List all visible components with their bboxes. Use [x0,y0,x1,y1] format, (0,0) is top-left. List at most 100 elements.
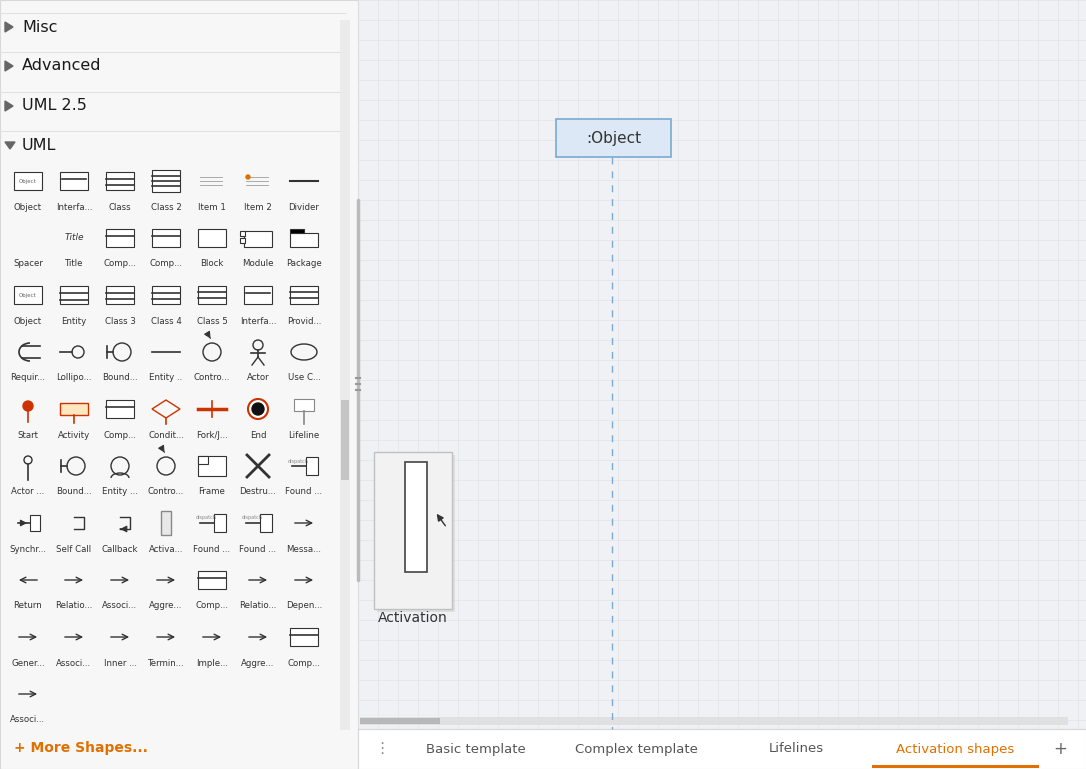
Text: Item 2: Item 2 [244,202,272,211]
Bar [405,462,427,572]
Bar [152,286,180,304]
Text: Callback: Callback [102,544,138,554]
Text: Comp...: Comp... [103,259,137,268]
Bar [198,456,226,476]
Text: Destru...: Destru... [240,488,276,497]
Bar [240,231,245,236]
Text: Lollipo...: Lollipo... [56,374,91,382]
Text: Bound...: Bound... [102,374,138,382]
Text: Complex template: Complex template [574,743,697,755]
Text: Lifelines: Lifelines [769,743,823,755]
Text: Found ...: Found ... [239,544,277,554]
Bar [290,233,318,247]
Bar [358,729,1086,769]
Text: Class 4: Class 4 [151,317,181,325]
Bar [306,457,318,475]
Text: Object: Object [14,317,42,325]
Text: Advanced: Advanced [22,58,101,74]
Text: Item 1: Item 1 [198,202,226,211]
Text: End: End [250,431,266,440]
Polygon shape [5,61,13,71]
Polygon shape [5,22,13,32]
Text: Contro...: Contro... [148,488,185,497]
Bar [214,514,226,532]
Bar [198,229,226,247]
Bar [14,286,42,304]
Text: Relatio...: Relatio... [239,601,277,611]
Bar [240,238,245,243]
Bar [290,229,304,233]
Circle shape [248,399,268,419]
Text: dispatch: dispatch [288,458,308,464]
Bar [340,20,350,730]
Bar [60,286,88,304]
Bar [106,400,134,418]
Text: Entity: Entity [62,317,87,325]
Text: dispatch: dispatch [241,515,263,521]
Text: Comp...: Comp... [195,601,228,611]
Text: Relatio...: Relatio... [55,601,92,611]
Text: Activation: Activation [378,611,447,625]
Text: Entity ...: Entity ... [102,488,138,497]
Text: Use C...: Use C... [288,374,320,382]
Text: Interfa...: Interfa... [55,202,92,211]
Text: Contro...: Contro... [193,374,230,382]
Text: Title: Title [65,259,84,268]
Text: Actor ...: Actor ... [11,488,45,497]
Text: dispatch: dispatch [195,515,216,521]
Text: Misc: Misc [22,19,58,35]
Text: Fork/J...: Fork/J... [197,431,228,440]
Text: +: + [1053,740,1066,758]
Bar [198,286,226,304]
Bar [198,456,209,464]
Text: Start: Start [17,431,38,440]
Text: Class: Class [109,202,131,211]
Text: Activa...: Activa... [149,544,184,554]
Bar [106,172,134,190]
Circle shape [23,401,33,411]
Bar [374,452,452,609]
Text: UML 2.5: UML 2.5 [22,98,87,114]
Text: Class 5: Class 5 [197,317,227,325]
Bar [341,400,349,480]
Text: Messa...: Messa... [287,544,321,554]
Bar [244,286,272,304]
Polygon shape [5,142,15,149]
Text: Spacer: Spacer [13,259,43,268]
Text: Entity ..: Entity .. [150,374,182,382]
Text: Activation shapes: Activation shapes [896,743,1014,755]
Text: Object: Object [20,292,37,298]
Text: Package: Package [286,259,321,268]
Text: Provid...: Provid... [287,317,321,325]
Bar [60,403,88,415]
Text: Module: Module [242,259,274,268]
Text: Comp...: Comp... [288,658,320,667]
Text: Lifeline: Lifeline [289,431,319,440]
Bar [294,399,314,411]
Text: Block: Block [200,259,224,268]
Bar [377,455,455,612]
Bar [106,286,134,304]
Text: Associ...: Associ... [11,715,46,724]
Text: Bound...: Bound... [56,488,92,497]
Bar [60,172,88,190]
Bar [161,511,171,535]
Text: Termin...: Termin... [148,658,185,667]
Bar [14,172,42,190]
Text: Title: Title [64,234,84,242]
Polygon shape [5,101,13,111]
Text: Condit...: Condit... [148,431,184,440]
Text: Associ...: Associ... [102,601,138,611]
Circle shape [247,175,250,179]
Text: Associ...: Associ... [56,658,91,667]
Text: Depen...: Depen... [286,601,323,611]
Text: Class 3: Class 3 [104,317,136,325]
Text: Class 2: Class 2 [151,202,181,211]
Bar [359,718,440,724]
Text: Object: Object [20,178,37,184]
Bar [260,514,272,532]
Bar [30,515,40,531]
Bar [359,717,1068,725]
Text: Requir...: Requir... [11,374,46,382]
Text: Inner ...: Inner ... [103,658,137,667]
